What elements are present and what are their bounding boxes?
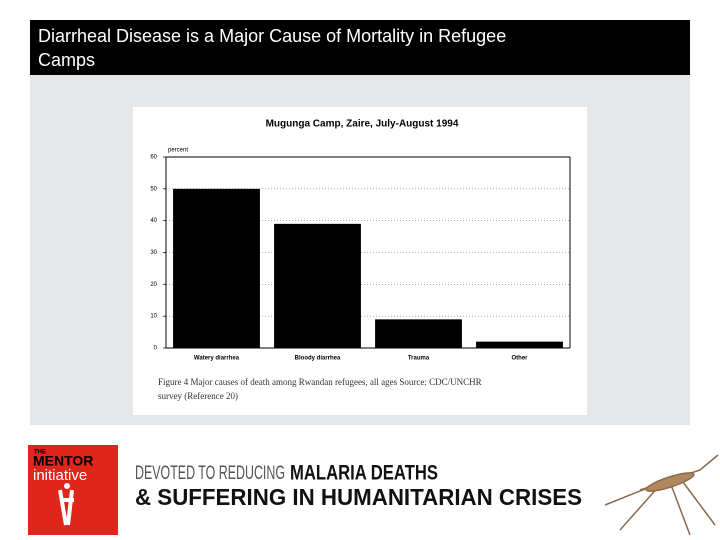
logo-figure [64,483,70,489]
bar [476,341,563,348]
x-tick-label: Other [511,356,528,362]
tagline: & SUFFERING IN HUMANITARIAN CRISES [135,484,582,510]
tagline: DEVOTED TO REDUCING [135,463,285,484]
title-bar [30,20,690,75]
bar [173,188,260,348]
chart-title: Mugunga Camp, Zaire, July-August 1994 [266,119,459,130]
x-tick-label: Bloody diarrhea [295,356,341,362]
logo-figure [58,489,74,526]
y-tick-label: 20 [150,282,157,288]
slide-title: Diarrheal Disease is a Major Cause of Mo… [38,26,506,70]
y-tick-label: 50 [150,186,157,192]
mosquito-body [645,472,695,492]
caption: survey (Reference 20) [158,391,238,401]
bar [274,223,361,348]
y-tick-label: 60 [150,155,157,161]
tagline: MALARIA DEATHS [290,462,438,485]
logo-text: MENTOR [33,453,93,469]
logo-box [28,445,118,535]
y-tick-label: 40 [150,218,157,224]
mosquito [604,454,719,536]
logo-text: initiative [33,467,87,484]
logo: THE MENTOR initiative [28,445,118,535]
bar [375,319,462,348]
y-tick-label: 10 [150,314,157,320]
caption: Figure 4 Major causes of death among Rwa… [158,377,482,387]
x-tick-label: Watery diarrhea [194,356,240,362]
x-tick-label: Trauma [408,356,430,362]
logo-text: THE [34,450,46,456]
y-axis-label: percent [168,148,188,154]
mosquito-legs [604,454,719,536]
y-tick-label: 30 [150,250,157,256]
y-tick-label: 0 [154,346,158,352]
